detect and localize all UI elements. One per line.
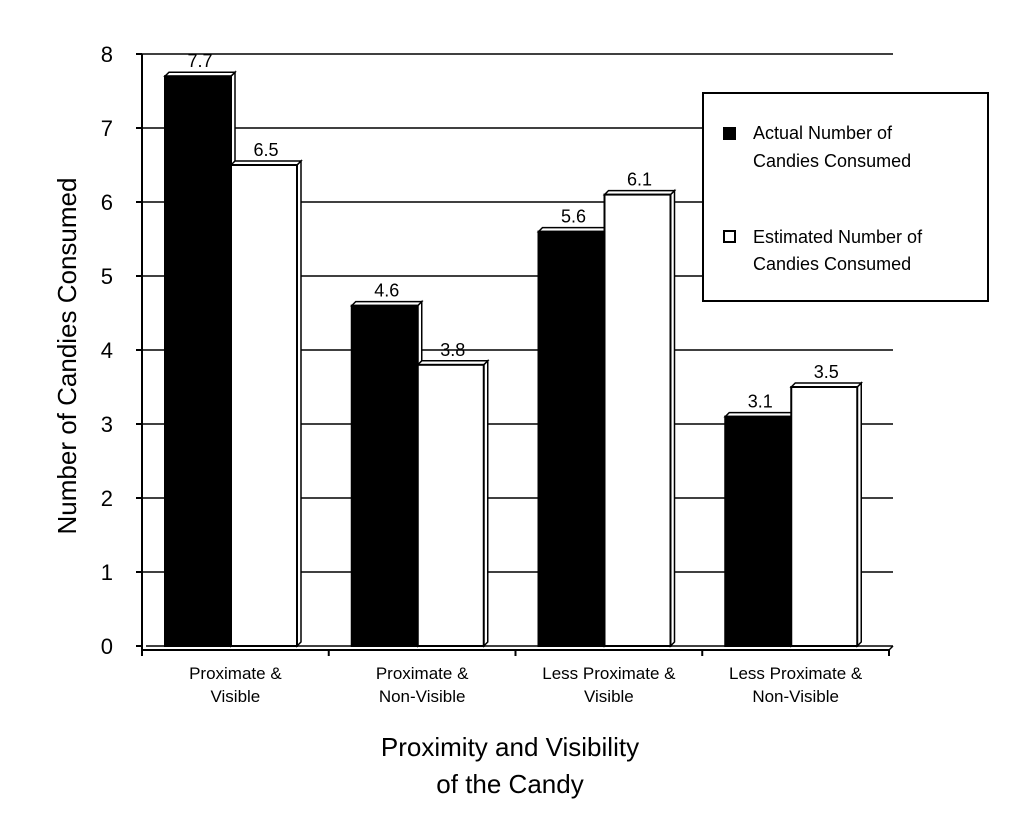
y-tick-label: 7 (101, 116, 113, 141)
x-category-label: Less Proximate & (542, 664, 676, 683)
y-tick-label: 4 (101, 338, 113, 363)
bar-group: 5.6 (536, 207, 611, 648)
floor-right-edge (888, 645, 894, 651)
y-tick-label: 3 (101, 412, 113, 437)
x-category-label: Non-Visible (752, 687, 839, 706)
x-category-label: Less Proximate & (729, 664, 863, 683)
x-category-label: Proximate & (189, 664, 282, 683)
bar-value-label: 6.5 (253, 140, 278, 160)
bar-group: 6.5 (229, 140, 303, 648)
y-tick-label: 6 (101, 190, 113, 215)
bar-group: 3.5 (789, 362, 864, 648)
legend-label-actual-line-1: Actual Number of (753, 123, 893, 143)
y-tick-label: 5 (101, 264, 113, 289)
bar-group: 7.7 (163, 51, 237, 648)
x-axis-title-line-2: of the Candy (436, 769, 583, 799)
x-axis-title-line-1: Proximity and Visibility (381, 732, 639, 762)
legend-swatch-actual (723, 127, 736, 140)
bar (537, 230, 606, 647)
bar (724, 415, 793, 647)
bar-group: 6.1 (602, 170, 677, 648)
legend-swatch-estimated (723, 230, 736, 243)
bar-group: 4.6 (349, 281, 424, 648)
bar (790, 386, 859, 647)
legend: Actual Number of Candies Consumed Estima… (702, 92, 989, 302)
x-category-label: Non-Visible (379, 687, 466, 706)
legend-box (702, 92, 989, 302)
legend-label-actual-line-2: Candies Consumed (753, 151, 911, 171)
y-tick-label: 2 (101, 486, 113, 511)
x-axis-categories: Proximate & Visible Proximate & Non-Visible… (141, 650, 890, 706)
y-tick-label: 8 (101, 42, 113, 67)
x-category-label: Visible (210, 687, 260, 706)
bar-value-label: 7.7 (187, 51, 212, 71)
y-axis-ticks: 0 1 2 3 4 5 6 7 8 (101, 42, 142, 659)
y-tick-label: 0 (101, 634, 113, 659)
bar-group: 3.1 (723, 392, 798, 648)
legend-label-estimated-line-1: Estimated Number of (753, 227, 923, 247)
x-category-label: Visible (584, 687, 634, 706)
bar (350, 304, 419, 647)
bar-value-label: 3.8 (440, 340, 465, 360)
y-axis-title: Number of Candies Consumed (52, 178, 82, 535)
legend-label-estimated-line-2: Candies Consumed (753, 254, 911, 274)
bars: 7.7 4.6 5.6 3.1 6.5 3.8 6.1 3.5 (163, 51, 864, 648)
bar-value-label: 6.1 (627, 170, 652, 190)
y-tick-label: 1 (101, 560, 113, 585)
bar (230, 164, 298, 647)
bar (164, 75, 232, 647)
x-category-label: Proximate & (376, 664, 469, 683)
bar-value-label: 3.5 (814, 362, 839, 382)
bar-group: 3.8 (415, 340, 490, 648)
bar (603, 193, 672, 647)
bar-value-label: 5.6 (561, 207, 586, 227)
bar-value-label: 4.6 (374, 281, 399, 301)
bar-value-label: 3.1 (748, 392, 773, 412)
bar (416, 363, 485, 647)
